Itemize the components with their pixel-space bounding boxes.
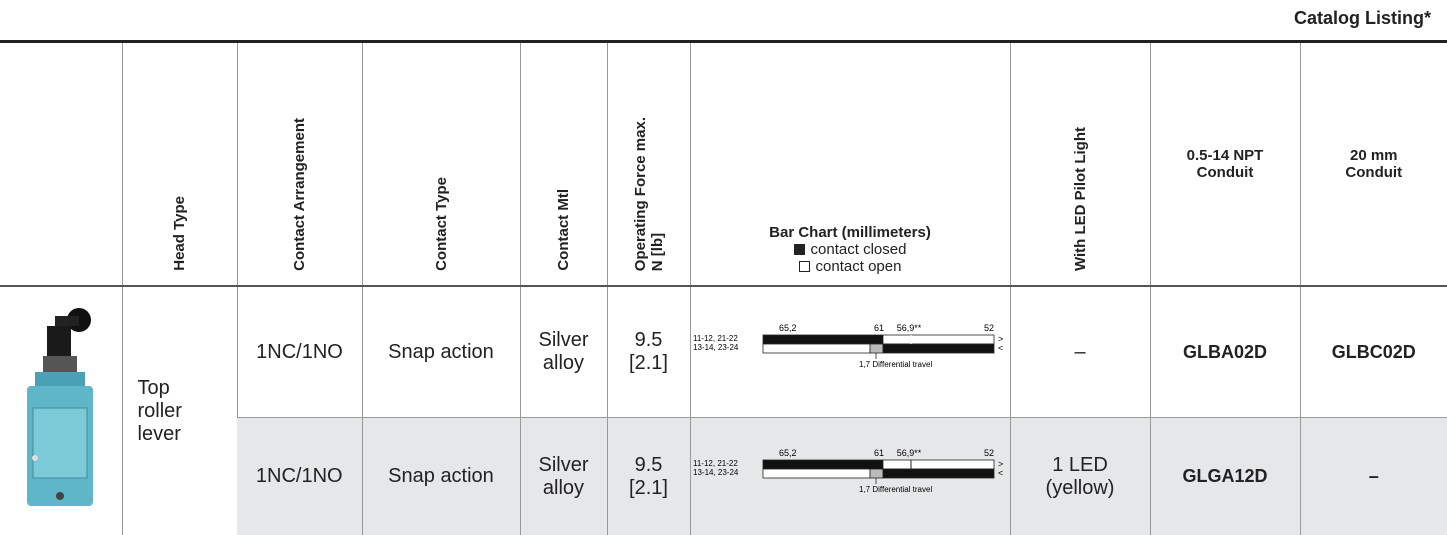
bar-segment <box>870 344 883 353</box>
header-cell <box>0 42 122 287</box>
circuit-label: 11-12, 21-22 <box>693 334 738 343</box>
open-swatch <box>799 261 810 272</box>
column-header: N [lb] <box>649 117 666 271</box>
image-cell <box>0 286 122 535</box>
position-label: 65,2 <box>779 323 797 333</box>
note: 1,7 Differential travel <box>859 485 932 494</box>
column-header: 0.5-14 NPT Conduit <box>1175 147 1275 181</box>
bar-segment <box>870 469 883 478</box>
legend-text: contact closed <box>811 241 907 258</box>
column-header: Operating Force max. <box>632 117 649 271</box>
contact-arrangement: 1NC/1NO <box>238 341 362 364</box>
arrow: < <box>998 343 1003 353</box>
npt: GLBA02D <box>1151 342 1300 363</box>
contact-mtl: Silver alloy <box>534 329 594 375</box>
arrow: < <box>998 468 1003 478</box>
circuit-label: 13-14, 23-24 <box>693 468 739 477</box>
head-type: Top roller lever <box>122 286 237 535</box>
position-label: 65,2 <box>779 448 797 458</box>
operating-force-cell: 9.5 [2.1] <box>607 418 690 535</box>
mm20-cell: GLBC02D <box>1300 286 1447 418</box>
contact-type: Snap action <box>363 465 520 488</box>
column-header: Contact Mtl <box>555 189 572 271</box>
header-cell: 0.5-14 NPT Conduit <box>1150 42 1300 287</box>
contact-arrangement-cell: 1NC/1NO <box>237 418 362 535</box>
contact-type-cell: Snap action <box>362 418 520 535</box>
contact-type: Snap action <box>363 341 520 364</box>
mm20: – <box>1301 466 1447 487</box>
contact-arrangement-cell: 1NC/1NO <box>237 286 362 418</box>
npt-cell: GLBA02D <box>1150 286 1300 418</box>
column-header: 20 mm Conduit <box>1334 147 1414 181</box>
bar-segment <box>763 344 870 353</box>
contact-arrangement: 1NC/1NO <box>237 465 362 488</box>
position-label: 61 <box>873 323 883 333</box>
led-cell: – <box>1010 286 1150 418</box>
bar-segment <box>763 460 883 469</box>
circuit-label: 11-12, 21-22 <box>693 459 738 468</box>
contact-mtl-cell: Silver alloy <box>520 286 607 418</box>
bar-segment <box>763 469 870 478</box>
header-cell: With LED Pilot Light <box>1010 42 1150 287</box>
position-label: 52 <box>983 323 993 333</box>
contact-type-cell: Snap action <box>362 286 520 418</box>
led: – <box>1035 341 1125 364</box>
closed-swatch <box>794 244 805 255</box>
bar-segment <box>883 335 994 344</box>
column-header: Head Type <box>171 196 188 271</box>
column-header: With LED Pilot Light <box>1072 127 1089 271</box>
position-label: 56,9** <box>896 448 921 458</box>
header-cell: Contact Type <box>362 42 520 287</box>
operating-force: 9.5 [2.1] <box>619 454 679 500</box>
header-cell: Operating Force max.N [lb] <box>607 42 690 287</box>
header-cell: Head Type <box>122 42 237 287</box>
bar-segment <box>883 344 994 353</box>
npt-cell: GLGA12D <box>1150 418 1300 535</box>
product-table: Head Type Contact Arrangement Contact Ty… <box>0 40 1447 535</box>
column-header: Contact Type <box>433 177 450 271</box>
header-cell: Contact Arrangement <box>237 42 362 287</box>
contact-mtl-cell: Silver alloy <box>520 418 607 535</box>
header-cell: 20 mm Conduit <box>1300 42 1447 287</box>
contact-mtl: Silver alloy <box>534 454 594 500</box>
bar-segment <box>883 469 994 478</box>
bar-segment <box>883 460 994 469</box>
operating-force: 9.5 [2.1] <box>619 329 679 375</box>
position-label: 56,9** <box>896 323 921 333</box>
led: 1 LED (yellow) <box>1035 454 1125 500</box>
position-label: 61 <box>873 448 883 458</box>
column-header: Contact Arrangement <box>291 118 308 271</box>
operating-force-cell: 9.5 [2.1] <box>607 286 690 418</box>
circuit-label: 13-14, 23-24 <box>693 343 739 352</box>
bar-segment <box>763 335 883 344</box>
column-header: Bar Chart (millimeters) <box>691 224 1010 241</box>
npt: GLGA12D <box>1151 466 1300 487</box>
header-cell: Bar Chart (millimeters) contact closed c… <box>690 42 1010 287</box>
led-cell: 1 LED (yellow) <box>1010 418 1150 535</box>
position-label: 52 <box>983 448 993 458</box>
catalog-listing: Catalog Listing* <box>1294 8 1431 29</box>
legend-text: contact open <box>816 258 902 275</box>
mm20-cell: – <box>1300 418 1447 535</box>
mm20: GLBC02D <box>1301 342 1447 363</box>
note: 1,7 Differential travel <box>859 360 932 369</box>
header-cell: Contact Mtl <box>520 42 607 287</box>
product-image <box>21 298 101 518</box>
